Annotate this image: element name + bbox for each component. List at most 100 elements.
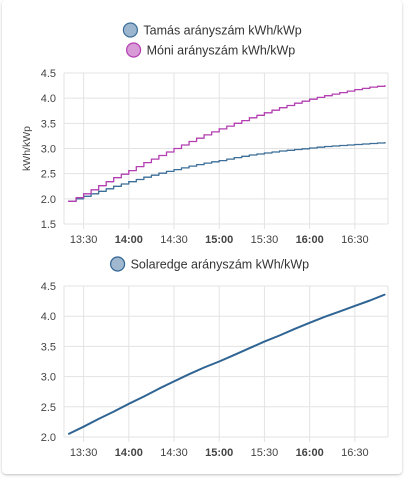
legend-marker[interactable]	[126, 42, 142, 58]
data-point	[309, 147, 311, 149]
data-point	[263, 112, 266, 114]
data-point	[354, 89, 356, 91]
x-tick-label: 13:30	[70, 447, 98, 459]
data-point	[158, 172, 160, 174]
data-point	[309, 322, 311, 324]
data-point	[278, 334, 281, 337]
data-point	[248, 154, 250, 156]
data-point	[339, 92, 341, 94]
data-point	[158, 388, 160, 390]
data-point	[233, 354, 235, 356]
chart-card: 1.5 2.0 2.5 3.0 3.5 4.0 4.5 13:30 14:00 14:30 15:0…	[2, 0, 402, 474]
data-point	[369, 142, 371, 145]
y-tick-label: 4.0	[41, 93, 56, 105]
x-tick-label: 14:30	[160, 447, 188, 459]
x-tick-label: 16:00	[296, 447, 324, 459]
y-tick-label: 4.5	[41, 68, 56, 80]
x-tick-label: 13:30	[70, 234, 98, 246]
data-point	[354, 305, 356, 307]
data-point	[384, 84, 386, 87]
data-point	[309, 98, 311, 100]
data-point	[248, 117, 250, 119]
y-tick-label: 2.0	[41, 432, 56, 444]
x-tick-label: 14:00	[115, 447, 143, 459]
data-point	[233, 156, 235, 159]
data-point	[263, 340, 266, 343]
data-point	[128, 403, 130, 405]
x-tick-label: 15:00	[205, 234, 233, 246]
data-point	[143, 161, 145, 164]
data-point	[203, 366, 205, 369]
data-point	[67, 433, 70, 435]
data-point	[203, 162, 205, 164]
data-point	[384, 141, 386, 144]
data-point	[339, 310, 341, 312]
data-point	[143, 395, 145, 398]
data-point	[128, 170, 130, 172]
data-point	[339, 144, 341, 147]
y-tick-label: 3.5	[41, 118, 56, 130]
data-point	[384, 293, 386, 296]
data-point	[158, 154, 160, 157]
data-point	[278, 150, 281, 152]
data-point	[369, 86, 371, 88]
data-point	[188, 140, 190, 143]
data-point	[98, 418, 100, 420]
y-axis-title: kWh/kWp	[21, 126, 33, 171]
data-point	[293, 148, 296, 151]
data-point	[369, 299, 371, 302]
data-point	[188, 165, 190, 167]
data-point	[67, 200, 70, 202]
legend-label[interactable]: Solaredge arányszám kWh/kWp	[131, 258, 310, 272]
data-point	[324, 316, 326, 318]
data-point	[263, 152, 266, 154]
series-line-0	[68, 142, 386, 202]
data-point	[98, 185, 100, 187]
y-tick-label: 3.0	[41, 144, 56, 156]
data-point	[278, 107, 281, 109]
charts-svg: 1.5 2.0 2.5 3.0 3.5 4.0 4.5 13:30 14:00 14:30 15:0…	[21, 22, 389, 459]
data-point	[188, 373, 190, 375]
data-point	[293, 328, 296, 330]
y-tick-label: 3.0	[41, 372, 56, 384]
data-point	[113, 177, 115, 179]
data-point	[173, 380, 175, 383]
legend-marker[interactable]	[109, 256, 126, 272]
data-point	[203, 134, 205, 136]
x-tick-label: 15:00	[205, 447, 233, 459]
x-tick-label: 16:30	[341, 447, 369, 459]
x-tick-label: 16:00	[296, 234, 324, 246]
y-tick-label: 4.5	[41, 281, 56, 293]
data-point	[218, 360, 220, 363]
series-line-1	[68, 85, 386, 202]
data-point	[98, 190, 100, 192]
data-point	[113, 185, 115, 187]
x-tick-label: 14:00	[115, 234, 143, 246]
y-tick-label: 2.5	[41, 169, 56, 181]
data-point	[113, 411, 115, 413]
x-tick-label: 14:30	[160, 234, 188, 246]
data-point	[173, 169, 175, 171]
x-tick-label: 15:30	[251, 447, 279, 459]
x-tick-label: 15:30	[251, 234, 279, 246]
data-point	[248, 347, 250, 349]
data-point	[293, 102, 296, 104]
data-point	[324, 95, 326, 97]
data-point	[218, 128, 220, 130]
data-point	[354, 143, 356, 146]
legend-marker[interactable]	[122, 22, 138, 38]
data-point	[233, 122, 235, 124]
y-tick-label: 3.5	[41, 341, 56, 353]
data-point	[218, 159, 220, 162]
data-point	[82, 193, 85, 195]
y-tick-label: 4.0	[41, 311, 56, 323]
y-tick-label: 1.5	[41, 219, 56, 231]
legend-label[interactable]: Tamás arányszám kWh/kWp	[143, 24, 301, 38]
legend-label[interactable]: Móni arányszám kWh/kWp	[147, 44, 296, 58]
y-tick-label: 2.0	[41, 194, 56, 206]
series-line-10	[68, 293, 386, 435]
x-tick-label: 16:30	[341, 234, 369, 246]
data-point	[173, 147, 175, 150]
data-point	[82, 426, 85, 428]
y-tick-label: 2.5	[41, 402, 56, 414]
